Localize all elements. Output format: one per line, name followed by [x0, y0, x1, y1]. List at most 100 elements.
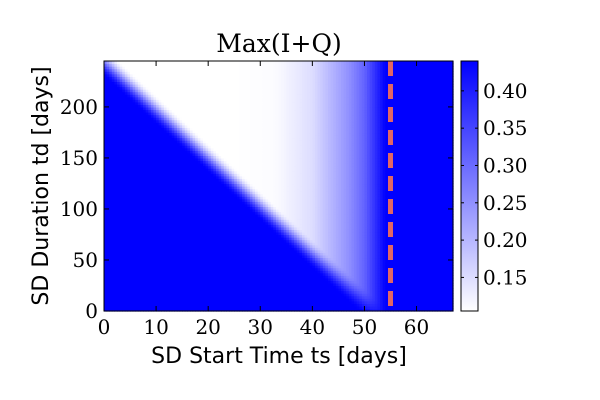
heatmap-cell — [442, 262, 446, 266]
heatmap-cell — [294, 254, 298, 259]
heatmap-cell — [442, 254, 446, 259]
heatmap-cell — [359, 300, 363, 304]
heatmap-cell — [322, 275, 326, 279]
heatmap-cell — [124, 272, 129, 276]
heatmap-cell — [111, 265, 116, 269]
heatmap-cell — [213, 293, 217, 297]
heatmap-cell — [442, 242, 446, 246]
heatmap-cell — [229, 275, 233, 279]
heatmap-cell — [333, 308, 337, 312]
heatmap-cell — [265, 244, 269, 248]
heatmap-cell — [359, 267, 363, 271]
heatmap-cell — [166, 285, 170, 289]
heatmap-cell — [361, 290, 366, 294]
heatmap-cell — [270, 305, 274, 310]
heatmap-cell — [351, 252, 355, 256]
heatmap-cell — [406, 270, 410, 274]
heatmap-cell — [304, 244, 308, 248]
heatmap-cell — [143, 282, 147, 287]
heatmap-cell — [252, 280, 256, 284]
heatmap-cell — [236, 275, 241, 279]
heatmap-cell — [218, 300, 222, 304]
heatmap-cell — [114, 280, 118, 284]
heatmap-cell — [364, 259, 368, 264]
heatmap-cell — [445, 298, 449, 302]
heatmap-cell — [119, 295, 123, 299]
heatmap-cell — [249, 262, 254, 266]
heatmap-cell — [281, 280, 285, 284]
heatmap-cell — [288, 252, 293, 256]
heatmap-cell — [137, 280, 142, 284]
heatmap-cell — [109, 242, 113, 246]
heatmap-cell — [320, 293, 324, 297]
heatmap-cell — [127, 270, 131, 274]
heatmap-cell — [229, 267, 233, 271]
heatmap-cell — [333, 288, 337, 292]
heatmap-cell — [299, 265, 303, 269]
heatmap-cell — [182, 277, 186, 281]
heatmap-cell — [317, 267, 321, 271]
heatmap-cell — [242, 270, 246, 274]
heatmap-cell — [325, 254, 329, 259]
heatmap-cell — [403, 295, 407, 299]
heatmap-cell — [202, 237, 207, 241]
heatmap-cell — [124, 237, 129, 241]
heatmap-cell — [301, 275, 306, 279]
heatmap-cell — [447, 242, 451, 246]
heatmap-cell — [265, 300, 269, 304]
heatmap-cell — [356, 295, 360, 299]
heatmap-cell — [117, 267, 121, 271]
heatmap-cell — [111, 308, 116, 312]
heatmap-cell — [130, 259, 134, 264]
heatmap-cell — [270, 280, 274, 284]
heatmap-cell — [367, 247, 371, 251]
heatmap-cell — [262, 275, 267, 279]
heatmap-cell — [189, 298, 194, 302]
heatmap-cell — [117, 298, 121, 302]
heatmap-cell — [283, 249, 287, 253]
heatmap-cell — [270, 252, 274, 256]
heatmap-cell — [312, 288, 316, 292]
heatmap-cell — [393, 247, 397, 251]
heatmap-cell — [143, 305, 147, 310]
heatmap-cell — [205, 242, 209, 246]
heatmap-cell — [393, 239, 397, 243]
heatmap-cell — [210, 293, 214, 297]
heatmap-cell — [202, 300, 207, 304]
heatmap-cell — [361, 300, 366, 304]
heatmap-cell — [208, 308, 212, 312]
heatmap-cell — [119, 290, 123, 294]
heatmap-cell — [192, 249, 196, 253]
heatmap-cell — [434, 282, 438, 287]
heatmap-cell — [309, 239, 313, 243]
heatmap-cell — [262, 259, 267, 264]
heatmap-cell — [176, 305, 181, 310]
heatmap-cell — [257, 265, 261, 269]
heatmap-cell — [117, 265, 121, 269]
heatmap-cell — [150, 267, 155, 271]
heatmap-cell — [135, 254, 139, 259]
heatmap-cell — [174, 295, 178, 299]
heatmap-cell — [122, 288, 126, 292]
heatmap-cell — [359, 298, 363, 302]
heatmap-cell — [317, 275, 321, 279]
heatmap-cell — [226, 275, 230, 279]
heatmap-cell — [184, 262, 188, 266]
heatmap-cell — [270, 257, 274, 261]
heatmap-cell — [150, 295, 155, 299]
heatmap-cell — [229, 285, 233, 289]
heatmap-cell — [380, 267, 384, 271]
heatmap-cell — [432, 282, 436, 287]
heatmap-cell — [104, 257, 108, 261]
heatmap-cell — [153, 295, 157, 299]
heatmap-cell — [189, 282, 194, 287]
heatmap-cell — [208, 267, 212, 271]
heatmap-cell — [333, 285, 337, 289]
heatmap-cell — [176, 293, 181, 297]
heatmap-cell — [296, 303, 300, 307]
heatmap-cell — [205, 298, 209, 302]
heatmap-cell — [426, 303, 431, 307]
heatmap-cell — [234, 303, 238, 307]
heatmap-cell — [403, 305, 407, 310]
heatmap-cell — [301, 252, 306, 256]
